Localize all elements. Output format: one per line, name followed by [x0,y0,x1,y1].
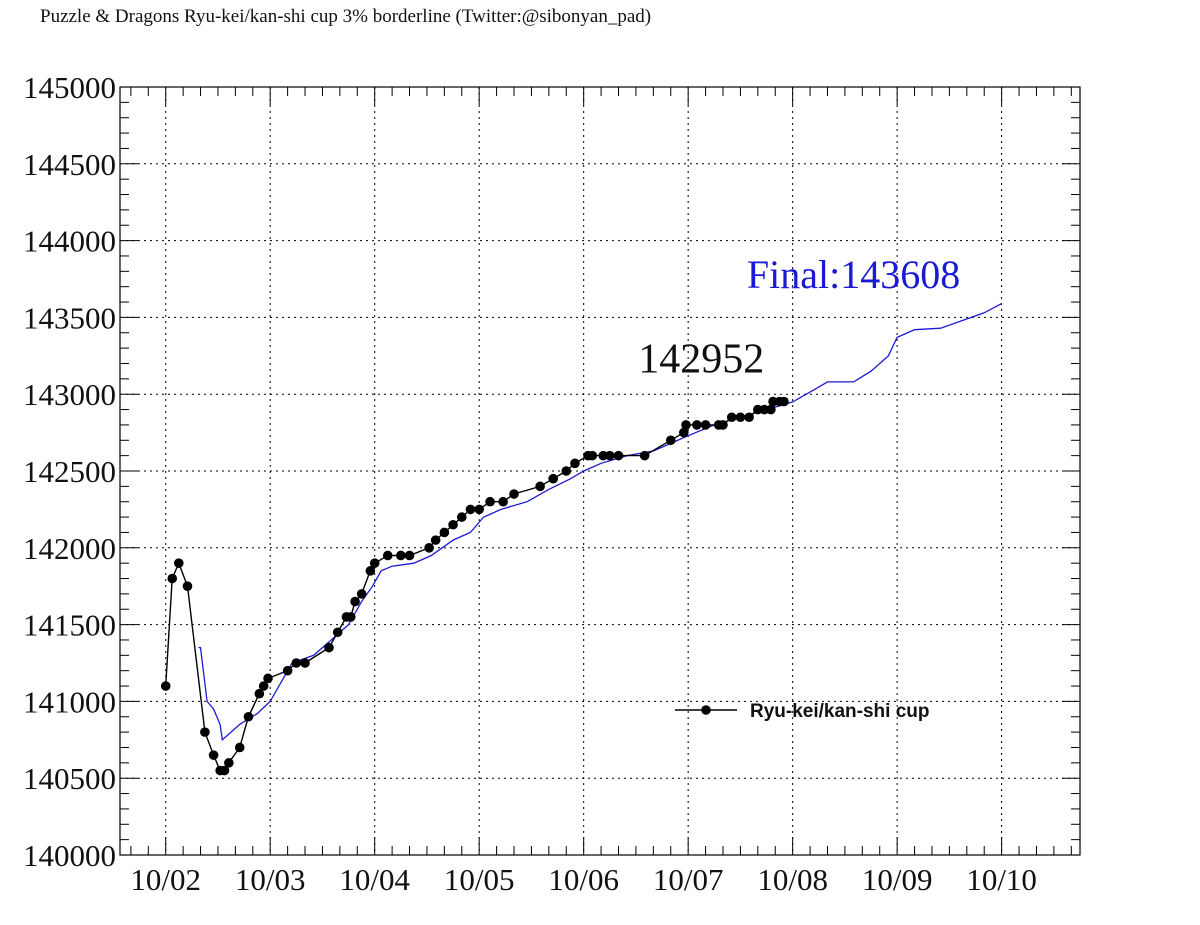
data-point [498,496,508,507]
data-point [561,466,572,476]
y-tick-label: 140500 [23,761,116,796]
y-tick-label: 143500 [23,300,116,335]
x-tick-label: 10/06 [548,862,619,897]
data-point [439,527,450,538]
x-tick-label: 10/08 [757,862,828,897]
data-point [224,758,234,768]
data-point [350,596,360,607]
data-point [404,550,415,561]
legend-marker [701,705,711,715]
data-point [382,550,393,561]
data-point [726,412,737,423]
data-point [681,420,691,430]
x-tick-label: 10/09 [862,862,933,897]
data-point [548,473,558,484]
data-point [263,673,273,684]
data-point [369,558,380,568]
data-point [509,489,519,499]
final-value-annotation: Final:143608 [747,252,960,297]
y-axis-tick-labels: 140000 140500 141000 141500 142000 142500 1430… [23,70,116,873]
data-point [430,535,441,545]
data-point [234,742,245,753]
current-value-annotation: 142952 [638,337,764,383]
data-point [735,412,746,423]
legend: Ryu-kei/kan-shi cup [675,701,930,722]
axes [119,86,1081,856]
data-point [345,612,356,622]
data-point [779,396,789,407]
x-tick-label: 10/03 [235,862,306,897]
data-point [665,435,676,446]
data-point [365,566,376,576]
y-tick-label: 142500 [23,454,116,489]
chart-title: Puzzle & Dragons Ryu-kei/kan-shi cup 3% … [40,6,652,27]
data-point [570,458,580,469]
data-point [744,412,754,423]
data-point [254,688,265,699]
data-point [639,450,650,461]
data-point [282,665,293,676]
series-layer [160,303,1002,776]
y-tick-label: 140000 [23,838,116,873]
data-point [613,450,624,461]
data-point [200,727,210,737]
y-tick-label: 142000 [23,531,116,566]
grid [120,87,1080,855]
y-tick-label: 141000 [23,684,116,719]
data-point [718,420,728,430]
x-tick-label: 10/05 [444,862,515,897]
x-tick-label: 10/04 [339,862,410,897]
data-point [535,481,545,492]
series-line-reference [198,303,1002,742]
data-point [474,504,484,515]
y-tick-label: 144500 [23,147,116,182]
series-line-ryu-kei [165,400,784,772]
data-point [485,496,495,507]
data-point [182,581,193,591]
data-point [300,658,310,668]
x-tick-label: 10/10 [966,862,1037,897]
data-point [219,765,230,776]
data-point [424,543,434,553]
data-point [332,627,343,638]
data-point [692,420,702,430]
data-point [396,550,406,561]
x-tick-label: 10/02 [130,862,201,897]
annotations: 142952 Final:143608 [638,252,960,382]
data-point [160,681,171,691]
legend-label: Ryu-kei/kan-shi cup [750,701,930,722]
data-point [700,420,711,430]
data-point [604,450,615,461]
x-tick-label: 10/07 [653,862,724,897]
data-point [243,711,254,722]
data-point [587,450,598,461]
data-point [766,404,776,415]
data-point [456,512,467,522]
data-point [356,589,367,599]
data-point [448,519,458,530]
data-point [173,558,184,568]
data-point [324,642,334,653]
y-tick-label: 144000 [23,224,116,259]
data-point [208,750,219,760]
data-point [258,681,269,691]
data-point [679,427,689,438]
x-axis-tick-labels: 10/02 10/03 10/04 10/05 10/06 10/07 10/08 10/09… [130,862,1037,897]
data-point [465,504,476,515]
y-tick-label: 141500 [23,608,116,643]
y-tick-label: 143000 [23,377,116,412]
y-tick-label: 145000 [23,70,116,105]
data-point [291,658,302,668]
data-point [167,573,178,584]
